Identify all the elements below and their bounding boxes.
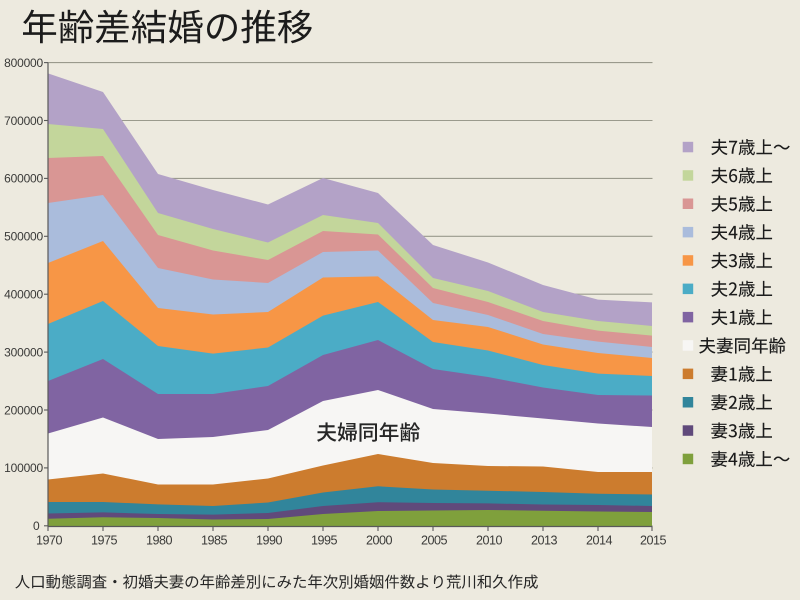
svg-text:1975: 1975: [91, 533, 118, 547]
svg-text:2015: 2015: [640, 533, 667, 547]
svg-text:1970: 1970: [36, 533, 63, 547]
svg-text:1990: 1990: [256, 533, 283, 547]
svg-text:2010: 2010: [476, 533, 503, 547]
svg-text:400000: 400000: [4, 288, 43, 302]
svg-text:1985: 1985: [201, 533, 228, 547]
svg-text:500000: 500000: [4, 230, 43, 244]
svg-text:700000: 700000: [4, 114, 43, 128]
svg-text:600000: 600000: [4, 172, 43, 186]
svg-text:0: 0: [33, 519, 40, 533]
svg-text:2014: 2014: [586, 533, 613, 547]
svg-text:1980: 1980: [146, 533, 173, 547]
svg-text:200000: 200000: [4, 403, 43, 417]
svg-text:100000: 100000: [4, 461, 43, 475]
svg-text:2013: 2013: [531, 533, 558, 547]
svg-text:2005: 2005: [421, 533, 448, 547]
svg-text:2000: 2000: [366, 533, 393, 547]
svg-text:1995: 1995: [311, 533, 338, 547]
svg-text:300000: 300000: [4, 345, 43, 359]
svg-text:800000: 800000: [4, 56, 43, 70]
